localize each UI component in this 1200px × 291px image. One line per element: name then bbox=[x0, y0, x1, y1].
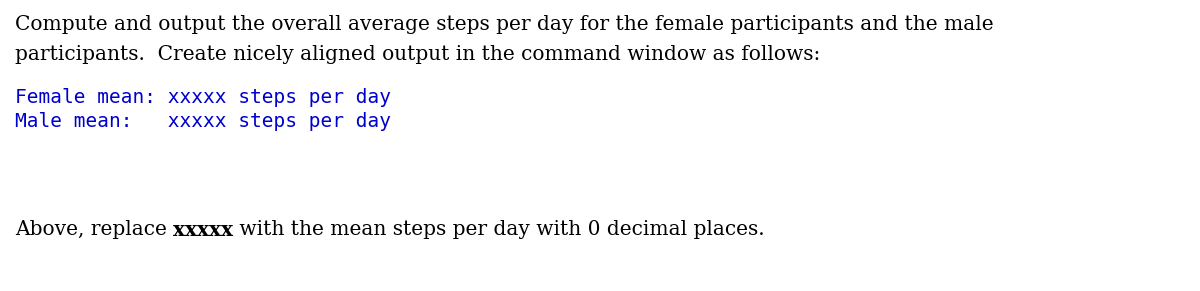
Text: Compute and output the overall average steps per day for the female participants: Compute and output the overall average s… bbox=[14, 15, 994, 34]
Text: Above, replace: Above, replace bbox=[14, 220, 173, 239]
Text: Male mean:   xxxxx steps per day: Male mean: xxxxx steps per day bbox=[14, 112, 391, 131]
Text: with the mean steps per day with 0 decimal places.: with the mean steps per day with 0 decim… bbox=[233, 220, 764, 239]
Text: Female mean: xxxxx steps per day: Female mean: xxxxx steps per day bbox=[14, 88, 391, 107]
Text: participants.  Create nicely aligned output in the command window as follows:: participants. Create nicely aligned outp… bbox=[14, 45, 821, 64]
Text: xxxxx: xxxxx bbox=[173, 220, 233, 240]
